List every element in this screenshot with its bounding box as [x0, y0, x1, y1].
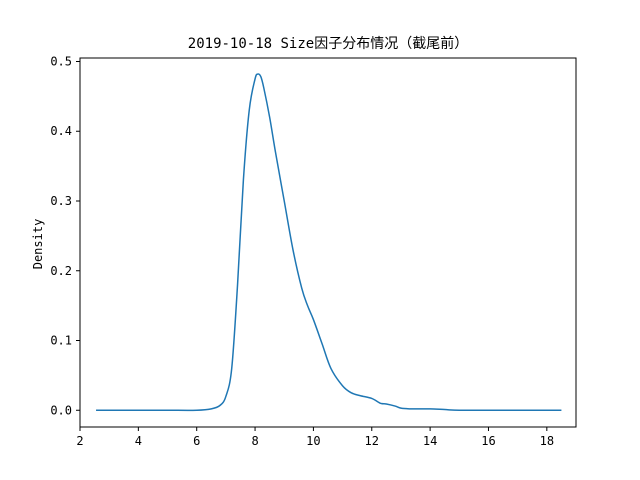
x-tick-label: 14 — [423, 434, 437, 448]
chart-title: 2019-10-18 Size因子分布情况（截尾前） — [188, 35, 468, 52]
y-tick-label: 0.5 — [50, 54, 72, 68]
y-tick-label: 0.3 — [50, 194, 72, 208]
series-group — [96, 73, 562, 412]
x-tick-label: 18 — [540, 434, 554, 448]
y-axis-label: Density — [31, 219, 45, 270]
y-tick-label: 0.0 — [50, 403, 72, 417]
x-tick-label: 12 — [365, 434, 379, 448]
x-tick-label: 16 — [481, 434, 495, 448]
axis-ticks: 2 4 6 8 10 12 14 16 18 0.0 0.1 0.2 0.3 0.4 0.5 — [50, 54, 554, 448]
x-tick-label: 10 — [306, 434, 320, 448]
plot-frame — [79, 57, 577, 428]
density-line — [96, 73, 562, 412]
y-tick-label: 0.4 — [50, 124, 72, 138]
y-tick-label: 0.1 — [50, 334, 72, 348]
x-tick-label: 4 — [135, 434, 142, 448]
x-tick-label: 2 — [76, 434, 83, 448]
y-tick-label: 0.2 — [50, 264, 72, 278]
x-tick-label: 8 — [251, 434, 258, 448]
x-tick-label: 6 — [193, 434, 200, 448]
